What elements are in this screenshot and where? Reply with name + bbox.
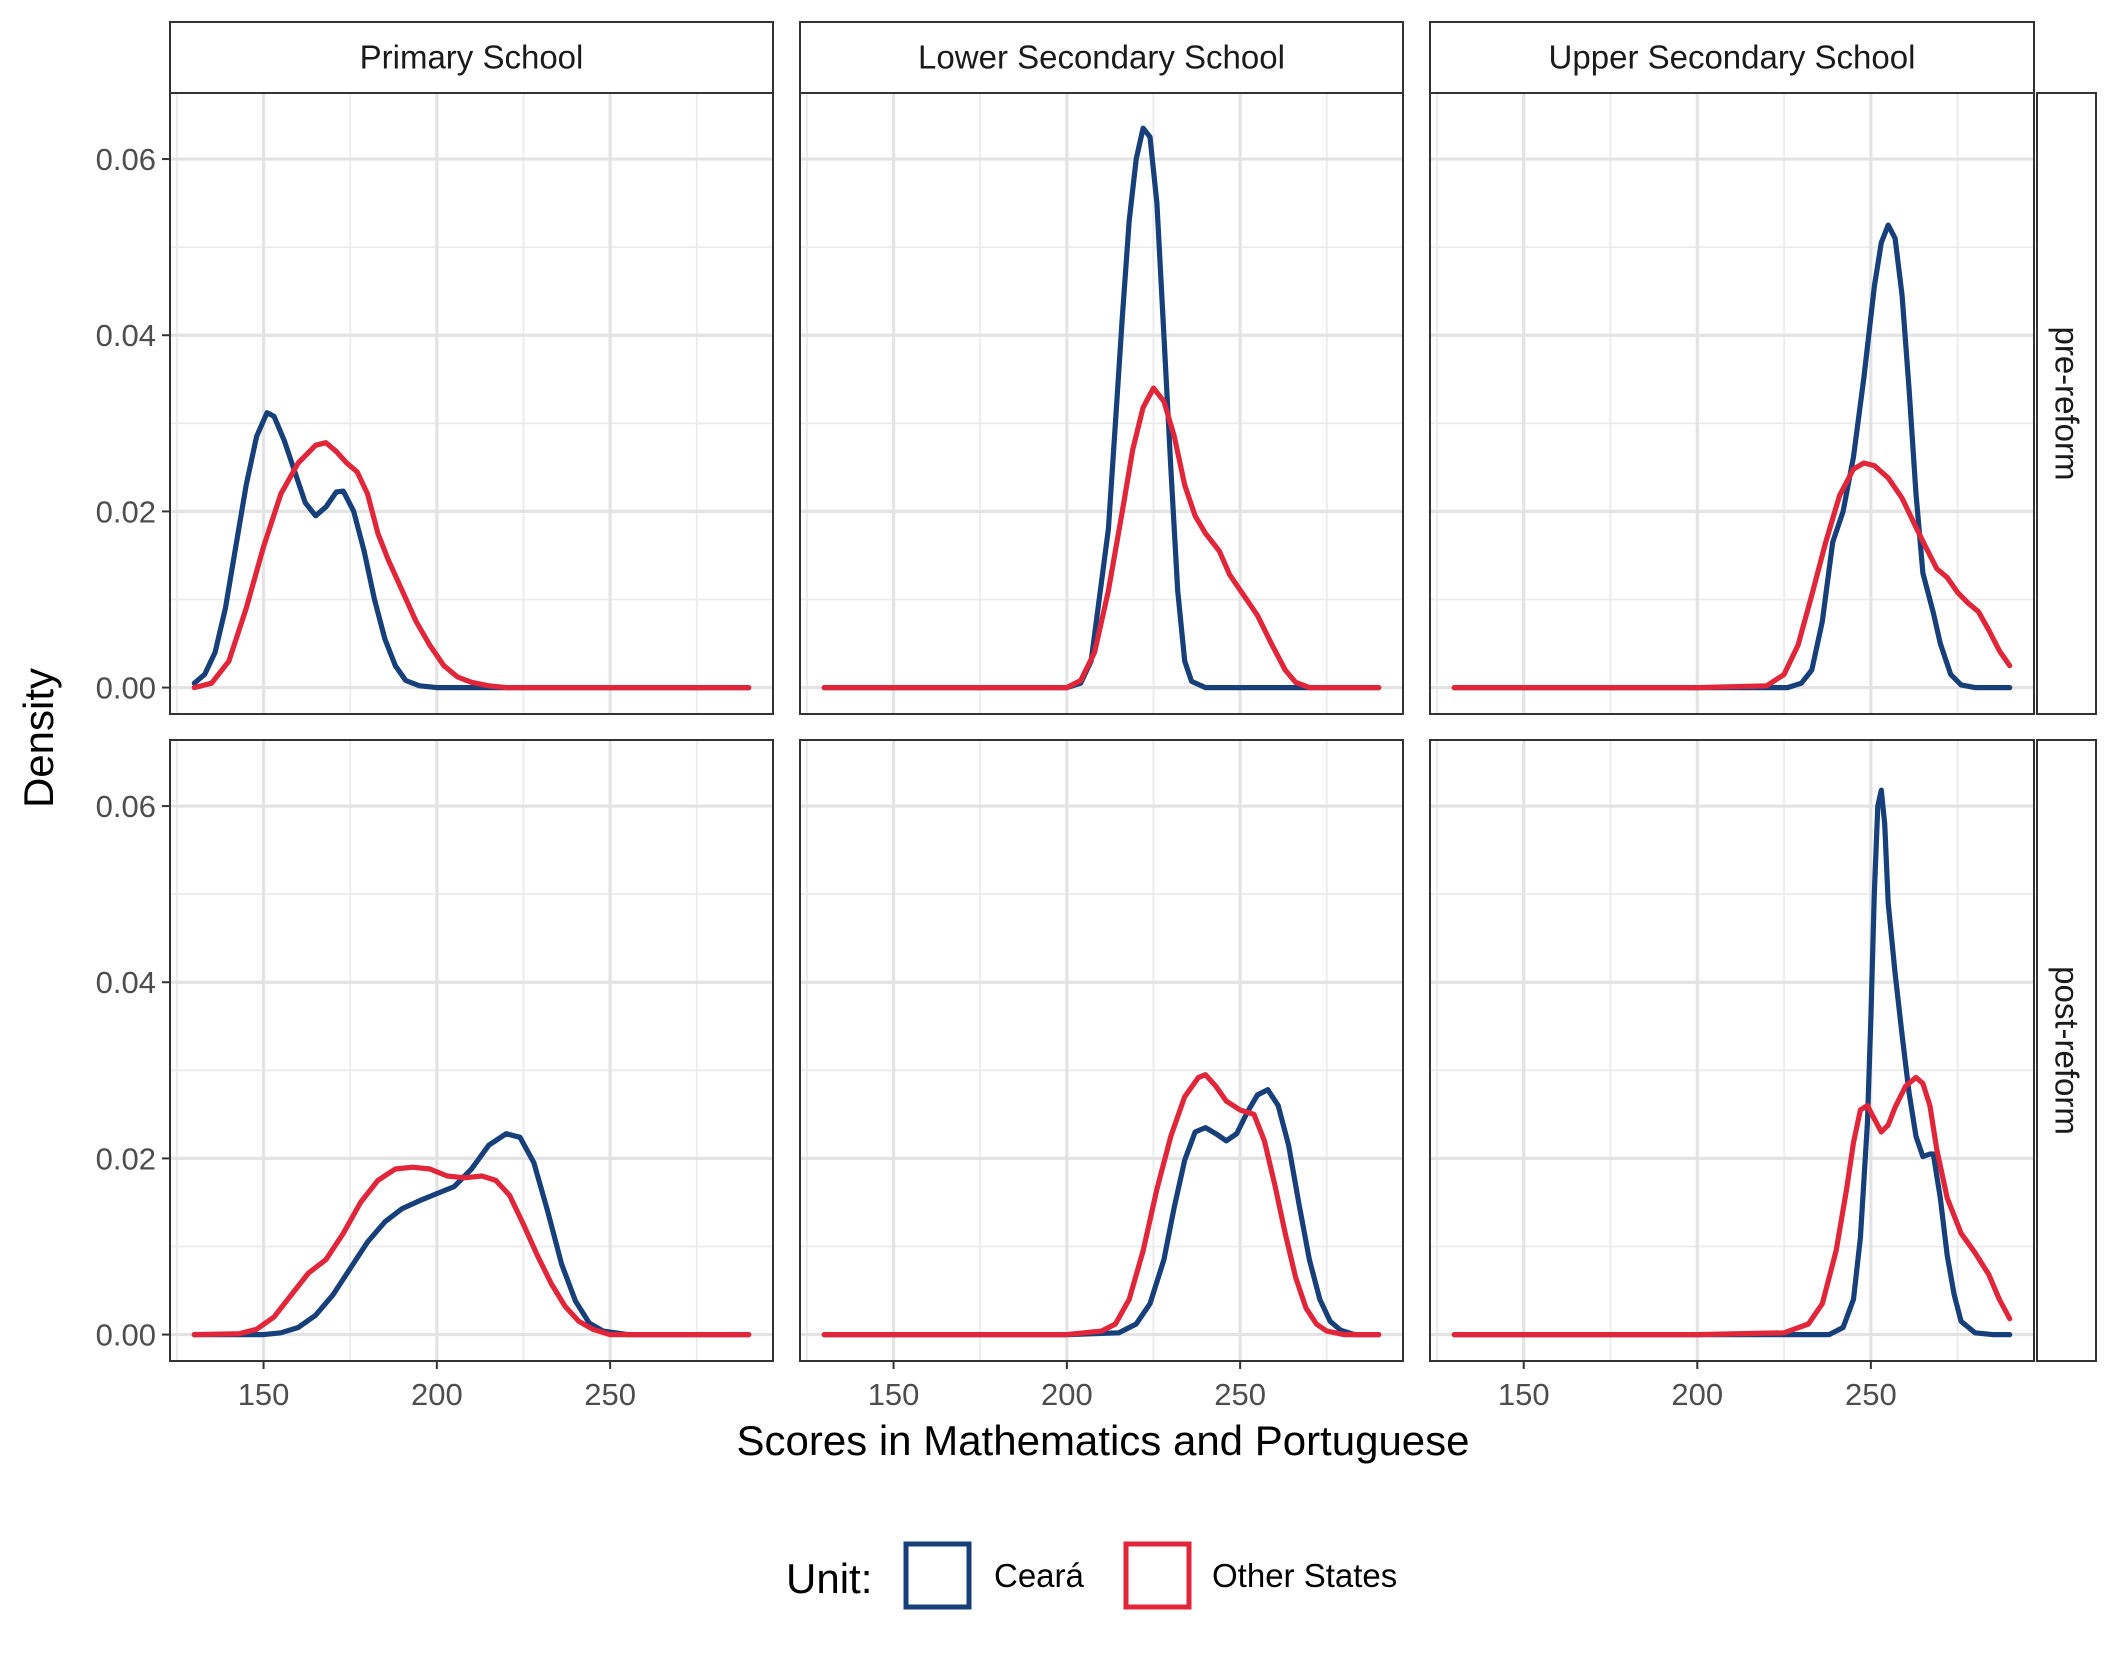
x-tick-label: 200 <box>1671 1377 1723 1412</box>
strip-pre-reform: pre-reform <box>2036 92 2097 715</box>
y-tick-label: 0.06 <box>96 142 156 177</box>
strip-post-reform: post-reform <box>2036 739 2097 1362</box>
x-tick-label: 150 <box>1498 1377 1550 1412</box>
y-axis-post-reform: 0.00 0.02 0.04 0.06 <box>96 789 170 1353</box>
y-tick-label: 0.04 <box>96 318 156 353</box>
panel-lower-secondary-school-post-reform <box>799 739 1404 1362</box>
x-tick-label: 150 <box>238 1377 290 1412</box>
panel-border <box>799 739 1404 1362</box>
y-axis-pre-reform: 0.00 0.02 0.04 0.06 <box>96 142 170 706</box>
x-axis-upper-secondary-school: 150 200 250 <box>1498 1361 1897 1412</box>
axes-layer: 0.00 0.02 0.04 0.06 0.00 0.02 0.04 0.06 150 200 25… <box>96 142 1897 1412</box>
y-tick-label: 0.00 <box>96 1318 156 1353</box>
panel-primary-school-post-reform <box>169 739 774 1362</box>
strip-label: Upper Secondary School <box>1549 39 1916 76</box>
legend-key-ceara <box>903 1541 972 1610</box>
strips-layer: Primary School Lower Secondary School Uppe… <box>169 21 2097 1362</box>
strip-lower-secondary-school: Lower Secondary School <box>799 21 1404 94</box>
strip-background <box>169 21 774 94</box>
x-tick-label: 250 <box>1845 1377 1897 1412</box>
strip-background <box>2036 739 2097 1362</box>
y-tick-label: 0.04 <box>96 965 156 1000</box>
panel-border <box>1429 739 2035 1362</box>
strip-label: Primary School <box>360 39 584 76</box>
density-line-ceara <box>1451 222 2013 691</box>
density-line-other-states <box>1451 460 2013 691</box>
panel-background <box>170 93 773 714</box>
density-line-ceara <box>1451 787 2013 1338</box>
legend: Unit: Ceará Other States <box>786 1541 1397 1610</box>
strip-background <box>1429 21 2035 94</box>
panel-background <box>1430 93 2034 714</box>
x-tick-label: 250 <box>584 1377 636 1412</box>
density-line-other-states <box>821 1072 1382 1338</box>
panel-background <box>800 740 1403 1361</box>
y-tick-label: 0.00 <box>96 671 156 706</box>
density-line-ceara <box>821 1087 1382 1338</box>
y-axis-title: Density <box>15 668 62 808</box>
panel-background <box>170 740 773 1361</box>
y-tick-label: 0.02 <box>96 1141 156 1176</box>
density-line-other-states <box>191 440 752 691</box>
density-line-ceara <box>191 410 752 691</box>
strip-upper-secondary-school: Upper Secondary School <box>1429 21 2035 94</box>
panel-background <box>1430 740 2034 1361</box>
x-tick-label: 250 <box>1214 1377 1266 1412</box>
x-axis-lower-secondary-school: 150 200 250 <box>868 1361 1266 1412</box>
legend-key-other-states <box>1123 1541 1192 1610</box>
panel-upper-secondary-school-post-reform <box>1429 739 2035 1362</box>
x-tick-label: 200 <box>411 1377 463 1412</box>
legend-title: Unit: <box>786 1555 872 1602</box>
strip-label: post-reform <box>2049 966 2086 1135</box>
density-line-other-states <box>1451 1074 2013 1338</box>
strip-primary-school: Primary School <box>169 21 774 94</box>
density-line-other-states <box>821 385 1382 691</box>
legend-label-other-states: Other States <box>1212 1557 1397 1594</box>
x-tick-label: 150 <box>868 1377 920 1412</box>
panel-gridlines <box>1430 93 2034 714</box>
density-line-other-states <box>191 1164 752 1338</box>
y-tick-label: 0.02 <box>96 494 156 529</box>
density-line-ceara <box>191 1131 752 1338</box>
x-axis-primary-school: 150 200 250 <box>238 1361 636 1412</box>
y-tick-label: 0.06 <box>96 789 156 824</box>
panel-upper-secondary-school-pre-reform <box>1429 92 2035 715</box>
strip-label: Lower Secondary School <box>918 39 1285 76</box>
panel-border <box>169 739 774 1362</box>
strip-background <box>2036 92 2097 715</box>
x-axis-title: Scores in Mathematics and Portuguese <box>736 1417 1469 1464</box>
legend-label-ceara: Ceará <box>994 1557 1085 1594</box>
panel-lower-secondary-school-pre-reform <box>799 92 1404 715</box>
x-tick-label: 200 <box>1041 1377 1093 1412</box>
panel-primary-school-pre-reform <box>169 92 774 715</box>
strip-background <box>799 21 1404 94</box>
strip-label: pre-reform <box>2049 326 2086 480</box>
